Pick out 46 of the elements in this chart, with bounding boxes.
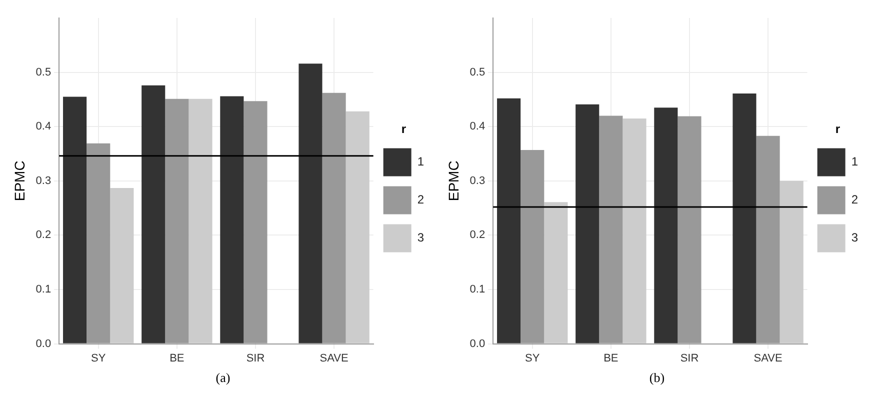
y-tick-label: 0.3: [470, 174, 486, 187]
y-tick-label: 0.5: [470, 66, 486, 78]
y-axis-title: EPMC: [445, 160, 462, 202]
bar: [110, 188, 134, 344]
y-tick-label: 0.0: [36, 338, 52, 350]
bar: [298, 64, 322, 344]
y-axis-title: EPMC: [11, 160, 28, 202]
legend-label: 3: [851, 230, 858, 245]
x-tick-label: SAVE: [754, 352, 782, 364]
text: (b): [648, 370, 666, 386]
bar: [780, 180, 804, 344]
bar: [544, 202, 568, 344]
bar: [497, 98, 521, 344]
legend-title: r: [835, 122, 840, 136]
y-tick-label: 0.2: [470, 229, 486, 242]
x-tick-label: SY: [525, 352, 540, 364]
y-tick-label: 0.5: [36, 66, 52, 78]
y-tick-label: 0.1: [36, 284, 52, 296]
x-tick-label: SY: [91, 352, 106, 364]
bar: [142, 85, 166, 344]
bar: [622, 118, 646, 344]
bar: [654, 108, 678, 344]
legend-label: 2: [417, 192, 424, 207]
y-tick-label: 0.0: [470, 338, 486, 350]
bar: [346, 111, 370, 344]
bar: [576, 104, 600, 344]
bar: [188, 98, 212, 344]
text: (a): [214, 370, 232, 386]
legend-title: r: [401, 122, 406, 136]
legend-label: 3: [417, 230, 424, 245]
legend-label: 1: [851, 154, 858, 169]
x-tick-label: SIR: [680, 352, 699, 364]
x-tick-label: BE: [170, 352, 184, 364]
y-tick-label: 0.1: [470, 284, 486, 296]
bar: [220, 96, 244, 344]
y-tick-label: 0.2: [36, 229, 52, 242]
x-tick-label: BE: [604, 352, 618, 364]
y-tick-label: 0.4: [36, 120, 52, 133]
y-tick-label: 0.3: [36, 174, 52, 187]
legend-label: 2: [851, 192, 858, 207]
y-tick-label: 0.4: [470, 120, 486, 133]
x-tick-label: SIR: [246, 352, 265, 364]
legend-label: 1: [417, 154, 424, 169]
bar: [63, 96, 87, 344]
bar: [732, 93, 756, 344]
x-tick-label: SAVE: [320, 352, 348, 364]
